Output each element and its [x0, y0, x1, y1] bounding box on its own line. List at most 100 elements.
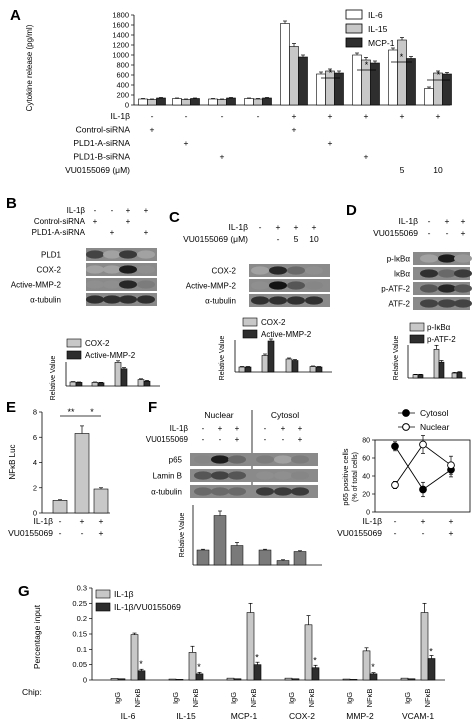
panel-d-bars — [412, 344, 463, 379]
blot-band — [287, 296, 305, 305]
y-tick-label: 0.1 — [77, 645, 87, 654]
y-tick-label: 20 — [362, 492, 370, 499]
blot-band — [291, 487, 309, 496]
data-point — [447, 461, 455, 470]
condition-mark: 10 — [309, 234, 319, 244]
condition-mark: + — [150, 125, 155, 135]
condition-mark: - — [257, 111, 260, 121]
panel-c-legend: COX-2 Active-MMP-2 — [242, 317, 312, 339]
condition-mark: - — [202, 424, 205, 433]
condition-mark: + — [220, 152, 225, 162]
blot-band — [103, 295, 121, 304]
legend-swatch-il15 — [345, 23, 363, 34]
condition-mark: + — [99, 516, 104, 526]
panel-f-line-condition-table: IL-1β - + + VU0155069 - - + — [337, 516, 453, 538]
condition-mark: - — [422, 528, 425, 538]
blot-band — [119, 295, 137, 304]
condition-mark: + — [218, 424, 223, 433]
bar — [311, 667, 320, 681]
blot-band — [228, 455, 246, 464]
legend-label-cox2: COX-2 — [261, 318, 286, 327]
bar — [226, 97, 236, 106]
blot-band — [287, 281, 305, 290]
bar — [246, 612, 255, 681]
panel-label-g: G — [18, 583, 30, 600]
condition-label: IL-1β — [67, 206, 86, 215]
condition-label: Control-siRNA — [76, 125, 131, 135]
panel-label-a: A — [10, 7, 21, 24]
panel-c-ylabel: Relative Value — [219, 336, 226, 381]
panel-f-blots: p65 Lamin B α-tubulin — [151, 453, 318, 498]
y-tick-label: 0.25 — [72, 599, 87, 608]
blot-band — [251, 266, 269, 275]
panel-label-d: D — [346, 202, 357, 219]
blot-band — [438, 284, 456, 293]
panel-f-bars — [196, 510, 307, 566]
blot-band — [305, 266, 323, 275]
condition-mark: + — [461, 216, 466, 226]
bar — [230, 545, 244, 566]
legend-marker-cytosol — [402, 409, 410, 417]
bar — [424, 88, 434, 106]
condition-mark: + — [421, 516, 426, 526]
panel-b-legend: COX-2 Active-MMP-2 — [66, 338, 136, 360]
condition-label: IL-1β — [170, 424, 189, 433]
y-tick-label: 1800 — [112, 11, 129, 20]
bar — [438, 361, 445, 379]
y-tick-label: 0.2 — [77, 614, 87, 623]
y-tick-label: 6 — [33, 433, 37, 442]
panel-b-blots: PLD1 COX-2 Active-MMP-2 α-tubulin — [11, 248, 157, 306]
condition-label: PLD1-A-siRNA — [73, 138, 130, 148]
y-tick-label: 1000 — [112, 51, 129, 60]
panel-f-condition-table: IL-1β - + + - + + VU0155069 - - + - - + — [146, 424, 303, 444]
panel-f-ylabel: Relative Value — [179, 513, 186, 558]
condition-mark: - — [428, 216, 431, 226]
condition-mark: 5 — [294, 234, 299, 244]
condition-mark: + — [235, 424, 240, 433]
blot-label: Active-MMP-2 — [186, 281, 237, 290]
blot-band — [256, 487, 274, 496]
bar — [370, 62, 380, 106]
y-tick-label: 8 — [33, 408, 37, 417]
condition-mark: - — [94, 206, 97, 215]
condition-mark: - — [282, 435, 285, 444]
bar — [226, 677, 235, 681]
condition-mark: + — [298, 424, 303, 433]
condition-label: VU0155069 — [373, 228, 418, 238]
y-tick-label: 0 — [33, 509, 37, 518]
panel-f-line-chart: Cytosol Nuclear p65 positive cells (% of… — [337, 408, 471, 538]
blot-band — [137, 250, 155, 259]
blot-band — [86, 250, 104, 259]
blot-band — [420, 269, 438, 278]
condition-mark: - — [394, 528, 397, 538]
panel-e-bars — [52, 425, 109, 514]
condition-label: VU0155069 (μM) — [183, 234, 248, 244]
blot-band — [438, 254, 456, 263]
bar — [407, 678, 416, 681]
bar — [143, 380, 151, 387]
panel-f-line-ylabel: p65 positive cells — [341, 448, 350, 505]
y-tick-label: 1200 — [112, 41, 129, 50]
bar — [117, 678, 126, 681]
bar — [298, 56, 308, 106]
y-tick-label: 1400 — [112, 31, 129, 40]
legend-label-cox2: COX-2 — [85, 339, 110, 348]
significance-star: * — [400, 52, 404, 62]
blot-band — [420, 254, 438, 263]
condition-mark: + — [328, 111, 333, 121]
bar — [289, 46, 299, 106]
panel-e-condition-table: IL-1β - + +VU0155069- - + — [8, 516, 103, 538]
panel-f: Nuclear Cytosol IL-1β - + + - + + VU0155069 - - + -… — [146, 408, 471, 566]
significance-star: * — [90, 407, 94, 417]
blot-band — [251, 281, 269, 290]
bar — [168, 678, 177, 681]
legend-label-cytosol: Cytosol — [420, 408, 448, 418]
panel-a: IL-6 IL-15 MCP-1 Cytokine release (pg/ml… — [25, 9, 452, 175]
panel-a-legend: IL-6 IL-15 MCP-1 — [345, 9, 395, 48]
condition-mark: + — [364, 152, 369, 162]
condition-label: VU0155069 — [146, 435, 189, 444]
condition-mark: + — [276, 222, 281, 232]
blot-band — [228, 487, 246, 496]
legend-label-mmp2: Active-MMP-2 — [85, 351, 136, 360]
condition-label: VU0155069 (μM) — [65, 165, 130, 175]
